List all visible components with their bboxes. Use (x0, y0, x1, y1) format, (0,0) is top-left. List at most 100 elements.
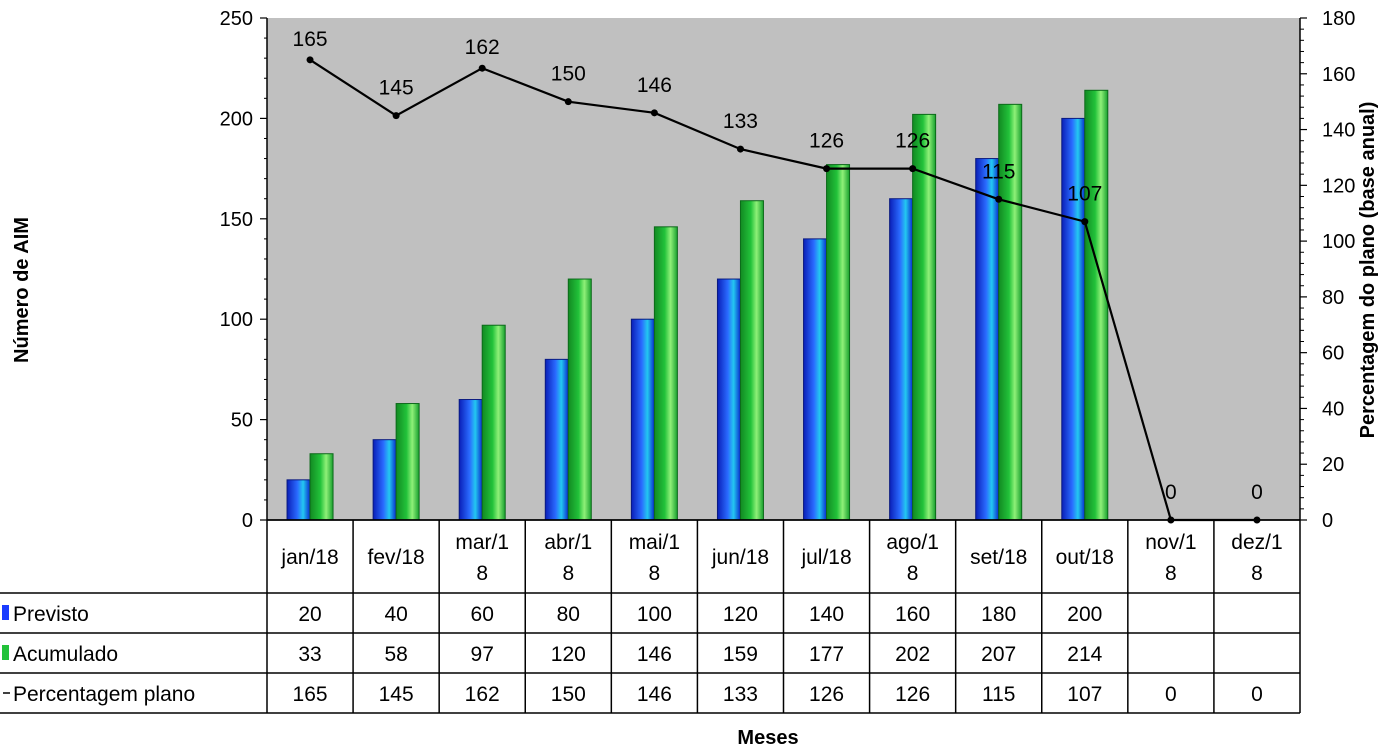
table-cell: 165 (293, 683, 328, 706)
y-tick-label: 250 (220, 8, 253, 30)
table-category-label: 8 (476, 562, 488, 585)
y2-tick-label: 80 (1322, 287, 1344, 309)
table-cell: 162 (465, 683, 500, 706)
data-label-percentagem: 165 (293, 28, 328, 51)
bar-previsto-jun-18 (716, 278, 741, 521)
y2-tick-label: 160 (1322, 64, 1355, 86)
bar-acumulado-jun-18 (739, 200, 764, 521)
table-cell: 146 (637, 643, 672, 666)
table-cell: 150 (551, 683, 586, 706)
data-label-percentagem: 107 (1067, 183, 1102, 206)
table-category-label: abr/1 (544, 531, 592, 554)
table-category-label: nov/1 (1145, 531, 1196, 554)
bar-acumulado-out-18 (1084, 89, 1109, 521)
table-category-label: dez/1 (1231, 531, 1282, 554)
table-category-label: set/18 (970, 546, 1027, 569)
table-cell: 160 (895, 603, 930, 626)
point-percentagem-mai-18 (650, 109, 658, 117)
table-cell: 202 (895, 643, 930, 666)
bar-previsto-jan-18 (286, 479, 311, 521)
table-category-label: mar/1 (455, 531, 509, 554)
table-category-label: out/18 (1056, 546, 1114, 569)
point-percentagem-jul-18 (823, 165, 831, 173)
table-category-label: 8 (1251, 562, 1263, 585)
bar-acumulado-fev-18 (395, 403, 420, 521)
data-label-percentagem: 0 (1251, 481, 1263, 504)
line-percentagem-plano (309, 58, 1257, 522)
y-axis-title: Número de AIM (11, 217, 33, 363)
y-tick-label: 50 (231, 410, 253, 432)
y-tick-label: 200 (220, 108, 253, 130)
point-percentagem-jan-18 (306, 56, 314, 64)
y2-tick-label: 120 (1322, 175, 1355, 197)
data-table: jan/18 fev/18 mar/1 8 abr/1 8 mai/1 8 jun/18 jul/… (0, 519, 1301, 714)
bar-acumulado-jan-18 (309, 453, 334, 521)
point-percentagem-set-18 (995, 195, 1003, 203)
table-cell: 177 (809, 643, 844, 666)
table-cell: 159 (723, 643, 758, 666)
y2-axis-title: Percentagem do plano (base anual) (1357, 102, 1379, 439)
point-percentagem-out-18 (1081, 218, 1089, 226)
table-category-label: 8 (1165, 562, 1177, 585)
table-category-label: 8 (907, 562, 919, 585)
table-cell: 126 (895, 683, 930, 706)
table-category-label: jun/18 (711, 546, 769, 569)
data-label-percentagem: 0 (1165, 481, 1177, 504)
point-percentagem-fev-18 (392, 112, 400, 120)
table-category-label: mai/1 (629, 531, 680, 554)
y2-tick-label: 0 (1322, 510, 1333, 532)
table-cell: 33 (298, 643, 321, 666)
table-cell: 40 (384, 603, 407, 626)
table-cell: 120 (723, 603, 758, 626)
y2-tick-label: 100 (1322, 231, 1355, 253)
y2-tick-label: 60 (1322, 343, 1344, 365)
legend-key-previsto (2, 605, 9, 620)
table-cell: 126 (809, 683, 844, 706)
y2-tick-label: 140 (1322, 120, 1355, 142)
bar-previsto-abr-18 (544, 358, 569, 521)
table-cell: 107 (1067, 683, 1102, 706)
table-cell: 214 (1067, 643, 1102, 666)
legend-label-previsto: Previsto (13, 603, 89, 626)
plot-area (267, 18, 1300, 520)
point-percentagem-mar-18 (478, 64, 486, 72)
bar-acumulado-jul-18 (826, 164, 851, 521)
y2-tick-label: 40 (1322, 398, 1344, 420)
table-cell: 100 (637, 603, 672, 626)
table-cell: 180 (981, 603, 1016, 626)
data-label-percentagem: 126 (895, 130, 930, 153)
data-label-percentagem: 146 (637, 74, 672, 97)
point-percentagem-ago-18 (909, 165, 917, 173)
table-cell: 97 (471, 643, 494, 666)
point-percentagem-jun-18 (736, 145, 744, 153)
table-cell: 58 (384, 643, 407, 666)
line-layer: 165 145 162 150 146 133 126 126 115 107 0 0 (293, 28, 1263, 524)
table-category-label: 8 (649, 562, 661, 585)
legend-label-percentagem-plano: Percentagem plano (13, 683, 195, 706)
y2-tick-label: 180 (1322, 8, 1355, 30)
table-category-label: jul/18 (800, 546, 851, 569)
table-cell: 115 (982, 683, 1015, 706)
table-cell: 146 (637, 683, 672, 706)
table-cell: 145 (379, 683, 414, 706)
bar-previsto-out-18 (1061, 117, 1086, 521)
table-cell: 0 (1165, 683, 1177, 706)
bar-previsto-jul-18 (803, 238, 828, 521)
bar-previsto-mar-18 (458, 399, 483, 521)
point-percentagem-abr-18 (564, 98, 572, 106)
bar-previsto-mai-18 (630, 318, 655, 521)
table-cell: 140 (809, 603, 844, 626)
y-tick-label: 100 (220, 309, 253, 331)
bar-previsto-ago-18 (889, 198, 914, 521)
table-category-label: jan/18 (280, 546, 338, 569)
table-cell: 80 (557, 603, 580, 626)
bar-acumulado-mar-18 (481, 324, 506, 521)
table-category-label: 8 (562, 562, 574, 585)
table-cell: 207 (981, 643, 1016, 666)
table-cell: 133 (723, 683, 758, 706)
y-tick-label: 150 (220, 209, 253, 231)
data-label-percentagem: 150 (551, 63, 586, 86)
bar-acumulado-mai-18 (653, 226, 678, 521)
y-tick-label: 0 (242, 510, 253, 532)
